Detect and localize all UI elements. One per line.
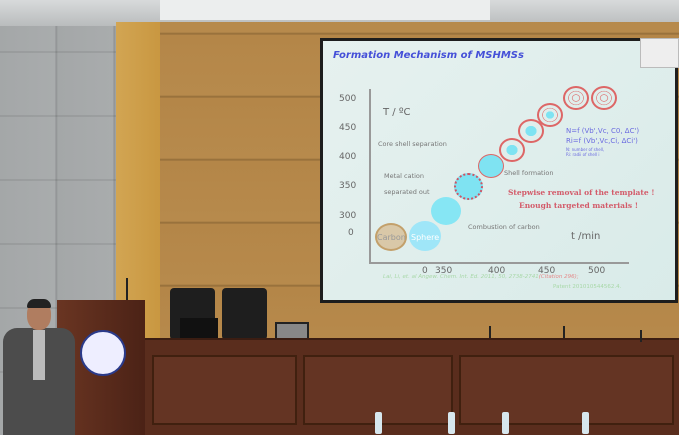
y-tick: 300 — [339, 211, 357, 221]
university-logo — [80, 330, 126, 376]
sphere — [431, 197, 461, 225]
x-tick: 450 — [538, 266, 556, 276]
slide: Formation Mechanism of MSHMSs 500 450 40… — [323, 41, 675, 300]
chair — [222, 288, 267, 340]
water-bottle — [375, 412, 382, 434]
microphone — [640, 330, 642, 342]
x-axis — [369, 262, 629, 264]
label-shell-formation: Shell formation — [504, 169, 554, 177]
y-tick: 450 — [339, 123, 357, 133]
highlight-text: Stepwise removal of the template ! — [508, 188, 655, 197]
y-tick: 400 — [339, 152, 357, 162]
citation: Lai, Li, et. al Angew. Chem. Int. Ed. 20… — [383, 274, 579, 280]
label-core-shell: Core shell separation — [378, 140, 447, 148]
y-axis — [369, 89, 371, 264]
ceiling-light — [160, 0, 490, 20]
citation-text: Lai, Li, et. al Angew. Chem. Int. Ed. 20… — [383, 274, 539, 280]
x-tick: 350 — [435, 266, 453, 276]
desk-panel — [152, 355, 297, 425]
label-metal-cation: Metal cation — [384, 172, 425, 180]
microphone — [489, 326, 491, 338]
shell-sphere — [537, 103, 563, 127]
speaker-hair — [27, 299, 51, 308]
y-axis-label: T / ºC — [383, 107, 411, 118]
formula-r: Ri=f (Vb',Vc,Ci, ΔCi') — [566, 137, 638, 145]
sphere — [478, 154, 504, 178]
citation-count: (Citation 296); — [538, 274, 579, 280]
sphere — [409, 221, 441, 251]
slide-title: Formation Mechanism of MSHMSs — [333, 50, 524, 61]
speaker-shirt — [33, 330, 45, 380]
y-tick: 0 — [348, 228, 354, 238]
water-bottle — [448, 412, 455, 434]
y-tick: 350 — [339, 181, 357, 191]
y-tick: 500 — [339, 94, 357, 104]
projection-screen: Formation Mechanism of MSHMSs 500 450 40… — [320, 38, 678, 303]
x-tick: 500 — [588, 266, 606, 276]
x-tick: 400 — [488, 266, 506, 276]
projector — [640, 38, 679, 68]
formula-n: N=f (Vb',Vc, C0, ΔC') — [566, 127, 640, 135]
shell-sphere — [591, 86, 617, 110]
label-metal-cation: separated out — [384, 188, 430, 196]
carbon-sphere — [375, 223, 407, 251]
wood-pillar — [116, 22, 164, 342]
shell-sphere — [563, 86, 589, 110]
desk-panel — [459, 355, 674, 425]
shell-sphere — [499, 138, 525, 162]
highlight-text: Enough targeted materials ! — [519, 201, 638, 210]
patent: Patent 201010544562.4. — [553, 284, 622, 290]
sphere — [454, 173, 483, 200]
podium-microphone — [126, 278, 128, 300]
water-bottle — [582, 412, 589, 434]
microphone — [563, 326, 565, 338]
label-sphere: Sphere — [411, 233, 440, 242]
water-bottle — [502, 412, 509, 434]
label-carbon: Carbon — [377, 233, 406, 242]
x-tick: 0 — [422, 266, 428, 276]
x-axis-label: t /min — [571, 231, 601, 242]
label-combustion: Combustion of carbon — [468, 223, 540, 231]
formula-note: Ri: radii of shell i — [566, 152, 600, 157]
formula-note: N: number of shell, — [566, 147, 605, 152]
